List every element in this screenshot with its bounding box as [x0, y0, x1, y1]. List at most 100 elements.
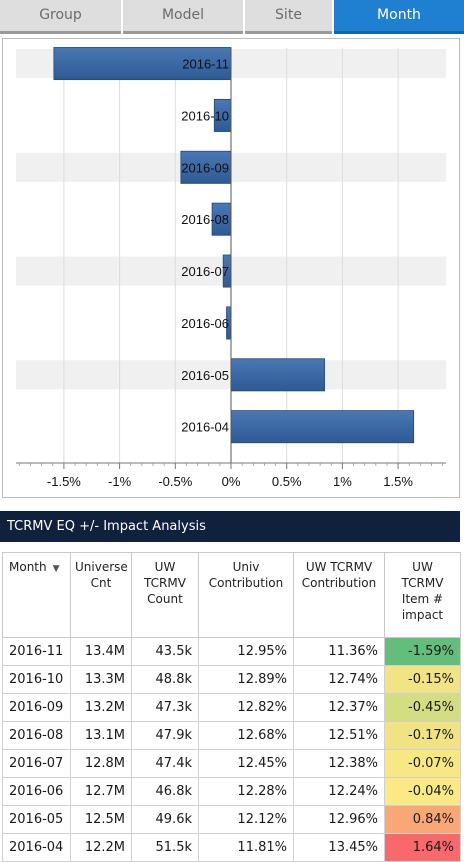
uw-contribution-cell: 12.38%: [293, 749, 385, 778]
universe-cnt-header[interactable]: Universe Cnt: [70, 552, 132, 638]
impact-cell: -0.17%: [384, 721, 461, 750]
x-tick-label: -0.5%: [158, 474, 192, 489]
category-label: 2016-08: [181, 212, 229, 227]
category-label: 2016-04: [181, 420, 229, 435]
uw-contribution-cell: 11.36%: [293, 637, 385, 666]
header-line: impact: [401, 608, 444, 622]
uw-count-cell: 49.6k: [131, 805, 199, 834]
impact-cell: -0.07%: [384, 749, 461, 778]
category-label: 2016-07: [181, 264, 229, 279]
x-tick-label: 1.5%: [383, 474, 413, 489]
impact-cell: -0.04%: [384, 777, 461, 806]
month-cell: 2016-06: [2, 777, 71, 806]
sort-desc-icon[interactable]: ▼: [52, 564, 60, 574]
month-cell: 2016-07: [2, 749, 71, 778]
uw-count-cell: 46.8k: [131, 777, 199, 806]
category-label: 2016-11: [182, 57, 229, 72]
uw-count-cell: 47.9k: [131, 721, 199, 750]
impact-cell: -0.15%: [384, 665, 461, 694]
month-cell: 2016-10: [2, 665, 71, 694]
tab-model[interactable]: Model: [123, 0, 243, 34]
univ-contribution-cell: 12.28%: [198, 777, 294, 806]
table-row[interactable]: 2016-08 13.1M 47.9k 12.68% 12.51% -0.17%: [2, 721, 461, 750]
univ-contribution-cell: 12.68%: [198, 721, 294, 750]
month-cell: 2016-04: [2, 833, 71, 862]
table-row[interactable]: 2016-07 12.8M 47.4k 12.45% 12.38% -0.07%: [2, 749, 461, 778]
bar: [230, 358, 325, 392]
uw-count-cell: 47.3k: [131, 693, 199, 722]
univ-contribution-cell: 11.81%: [198, 833, 294, 862]
header-line: Cnt: [90, 576, 112, 590]
universe-cnt-cell: 13.3M: [70, 665, 132, 694]
universe-cnt-cell: 12.8M: [70, 749, 132, 778]
universe-cnt-cell: 13.4M: [70, 637, 132, 666]
header-line: Universe: [75, 560, 128, 574]
header-line: Count: [147, 592, 183, 606]
x-tick-label: 1%: [333, 474, 352, 489]
uw-count-cell: 43.5k: [131, 637, 199, 666]
month-column-header[interactable]: Month ▼: [2, 552, 71, 638]
header-line: Univ: [232, 560, 260, 574]
header-line: UW: [154, 560, 176, 574]
universe-cnt-cell: 12.2M: [70, 833, 132, 862]
universe-cnt-cell: 13.1M: [70, 721, 132, 750]
universe-cnt-cell: 12.5M: [70, 805, 132, 834]
bar: [53, 47, 232, 81]
header-line: Contribution: [208, 576, 284, 590]
table-row[interactable]: 2016-04 12.2M 51.5k 11.81% 13.45% 1.64%: [2, 833, 461, 862]
univ-contribution-cell: 12.95%: [198, 637, 294, 666]
uw-contribution-header[interactable]: UW TCRMV Contribution: [293, 552, 385, 638]
header-line: TCRMV: [144, 576, 186, 590]
uw-contribution-cell: 12.96%: [293, 805, 385, 834]
month-cell: 2016-11: [2, 637, 71, 666]
month-header-label: Month: [9, 560, 47, 574]
table-row[interactable]: 2016-10 13.3M 48.8k 12.89% 12.74% -0.15%: [2, 665, 461, 694]
uw-contribution-cell: 13.45%: [293, 833, 385, 862]
uw-contribution-cell: 12.37%: [293, 693, 385, 722]
category-label: 2016-06: [181, 316, 229, 331]
header-line: UW TCRMV: [305, 560, 373, 574]
uw-contribution-cell: 12.74%: [293, 665, 385, 694]
x-tick-label: -1%: [108, 474, 132, 489]
impact-cell: -0.45%: [384, 693, 461, 722]
impact-cell: -1.59%: [384, 637, 461, 666]
category-label: 2016-05: [181, 368, 229, 383]
univ-contribution-cell: 12.82%: [198, 693, 294, 722]
univ-contribution-header[interactable]: Univ Contribution: [198, 552, 294, 638]
uw-contribution-cell: 12.24%: [293, 777, 385, 806]
month-cell: 2016-09: [2, 693, 71, 722]
bar: [230, 410, 415, 444]
tab-group[interactable]: Group: [0, 0, 121, 34]
table-row[interactable]: 2016-05 12.5M 49.6k 12.12% 12.96% 0.84%: [2, 805, 461, 834]
univ-contribution-cell: 12.89%: [198, 665, 294, 694]
tab-bar: Group Model Site Month: [0, 0, 464, 34]
uw-count-cell: 47.4k: [131, 749, 199, 778]
tab-month[interactable]: Month: [334, 0, 464, 34]
header-line: Contribution: [301, 576, 377, 590]
category-label: 2016-09: [181, 160, 229, 175]
table-header-row: Month ▼ Universe Cnt UW TCRMV Count Univ Cont…: [2, 552, 461, 638]
univ-contribution-cell: 12.45%: [198, 749, 294, 778]
x-tick-label: -1.5%: [47, 474, 81, 489]
month-cell: 2016-05: [2, 805, 71, 834]
universe-cnt-cell: 13.2M: [70, 693, 132, 722]
table-row[interactable]: 2016-11 13.4M 43.5k 12.95% 11.36% -1.59%: [2, 637, 461, 666]
impact-cell: 0.84%: [384, 805, 461, 834]
x-tick-label: 0.5%: [272, 474, 302, 489]
impact-cell: 1.64%: [384, 833, 461, 862]
tab-site[interactable]: Site: [245, 0, 332, 34]
impact-header[interactable]: UW TCRMV Item # impact: [384, 552, 461, 638]
header-line: UW: [412, 560, 433, 574]
table-row[interactable]: 2016-06 12.7M 46.8k 12.28% 12.24% -0.04%: [2, 777, 461, 806]
month-cell: 2016-08: [2, 721, 71, 750]
section-title: TCRMV EQ +/- Impact Analysis: [0, 511, 460, 542]
category-label: 2016-10: [181, 108, 229, 123]
impact-table: Month ▼ Universe Cnt UW TCRMV Count Univ Cont…: [2, 552, 461, 862]
univ-contribution-cell: 12.12%: [198, 805, 294, 834]
universe-cnt-cell: 12.7M: [70, 777, 132, 806]
uw-count-cell: 51.5k: [131, 833, 199, 862]
uw-count-header[interactable]: UW TCRMV Count: [131, 552, 199, 638]
table-row[interactable]: 2016-09 13.2M 47.3k 12.82% 12.37% -0.45%: [2, 693, 461, 722]
x-tick-label: 0%: [222, 474, 241, 489]
header-line: Item #: [401, 592, 444, 606]
